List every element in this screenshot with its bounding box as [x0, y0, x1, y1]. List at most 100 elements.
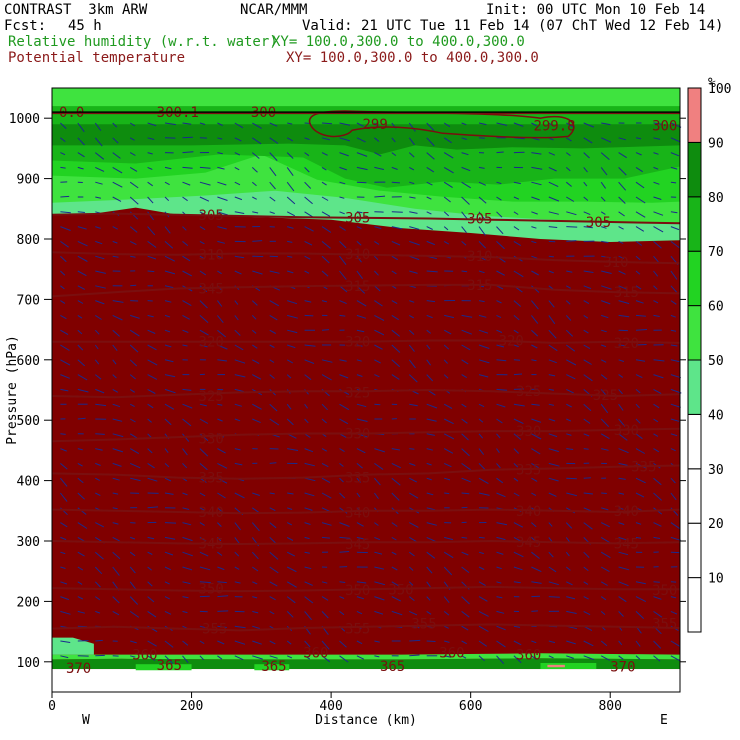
wind-vector — [321, 255, 330, 264]
init-time: Init: 00 UTC Mon 10 Feb 14 — [486, 2, 706, 18]
wind-vector — [286, 211, 296, 217]
wind-vector — [199, 655, 205, 661]
wind-vector — [461, 433, 469, 441]
wind-vector — [409, 226, 420, 230]
wind-vector — [304, 196, 313, 205]
org-label: NCAR/MMM — [240, 2, 308, 18]
wind-vector — [287, 240, 293, 243]
wind-vector — [618, 344, 626, 347]
wind-vector — [112, 551, 121, 560]
wind-vector — [269, 551, 279, 560]
wind-vector — [548, 477, 559, 482]
wind-vector — [408, 596, 415, 601]
wind-vector — [217, 403, 223, 406]
wind-vector — [478, 314, 487, 318]
wind-vector — [112, 536, 120, 542]
theta-label: 345 — [199, 282, 224, 298]
wind-vector — [443, 418, 454, 425]
theta-label: 345 — [199, 536, 224, 552]
wind-vector — [670, 314, 676, 318]
wind-vector — [217, 196, 228, 201]
wind-vector — [321, 374, 332, 381]
wind-vector — [531, 581, 542, 584]
wind-vector — [374, 329, 385, 336]
wind-vector — [653, 492, 662, 501]
wind-vector — [60, 211, 71, 214]
wind-vector — [513, 418, 524, 425]
wind-vector — [269, 300, 280, 307]
wind-vector — [583, 314, 589, 319]
wind-vector — [356, 241, 362, 246]
wind-vector — [60, 655, 69, 659]
wind-vector — [339, 196, 345, 199]
wind-vector — [670, 240, 680, 249]
wind-vector — [182, 388, 192, 391]
wind-vector — [129, 462, 141, 469]
wind-vector — [496, 492, 506, 498]
wind-vector — [601, 285, 612, 290]
wind-vector — [374, 536, 381, 541]
wind-vector — [130, 640, 137, 644]
wind-vector — [513, 270, 524, 278]
wind-vector — [356, 418, 368, 422]
wind-vector — [653, 196, 662, 200]
wind-vector — [635, 270, 641, 275]
wind-vector — [409, 462, 416, 466]
wind-vector — [618, 655, 624, 660]
wind-vector — [496, 655, 505, 664]
theta-label: 345 — [516, 535, 541, 551]
wind-vector — [443, 551, 454, 559]
wind-vector — [409, 448, 415, 450]
wind-vector — [269, 462, 277, 464]
wind-vector — [618, 137, 627, 141]
wind-vector — [653, 152, 659, 155]
wind-vector — [374, 344, 383, 350]
wind-vector — [304, 596, 314, 604]
wind-vector — [321, 611, 329, 619]
wind-vector — [513, 344, 519, 348]
wind-vector — [199, 344, 208, 348]
wind-vector — [583, 167, 588, 173]
wind-vector — [269, 181, 276, 190]
wind-vector — [653, 270, 659, 277]
wind-vector — [531, 522, 537, 528]
wind-vector — [164, 536, 176, 540]
wind-vector — [373, 492, 379, 499]
wind-vector — [77, 255, 88, 262]
wind-vector — [147, 329, 156, 334]
theta-label: 335 — [516, 463, 541, 479]
wind-vector — [513, 522, 524, 528]
wind-vector — [164, 329, 171, 333]
wind-vector — [583, 329, 589, 334]
wind-vector — [339, 137, 351, 142]
wind-vector — [443, 181, 453, 189]
wind-vector — [496, 625, 506, 631]
wind-vector — [426, 196, 432, 200]
wind-vector — [461, 270, 468, 273]
wind-vector — [129, 418, 136, 423]
y-tick-label: 500 — [17, 414, 40, 429]
wind-vector — [583, 344, 591, 350]
wind-vector — [234, 181, 241, 186]
theta-label: 310 — [199, 248, 224, 264]
wind-vector — [199, 418, 209, 424]
wind-vector — [112, 596, 120, 604]
wind-vector — [461, 226, 467, 234]
wind-vector — [217, 359, 227, 362]
wind-vector — [408, 122, 416, 132]
wind-vector — [670, 329, 677, 332]
wind-vector — [199, 492, 206, 497]
wind-vector — [496, 314, 502, 319]
wind-vector — [182, 255, 191, 262]
theta-label: 340 — [199, 505, 224, 521]
wind-vector — [583, 300, 590, 305]
wind-vector — [670, 344, 678, 347]
wind-vector — [653, 137, 661, 140]
wind-vector — [409, 166, 415, 171]
wind-vector — [269, 640, 276, 645]
wind-vector — [60, 640, 71, 643]
wind-vector — [112, 137, 119, 144]
wind-vector — [304, 566, 312, 570]
wind-vector — [409, 285, 416, 288]
